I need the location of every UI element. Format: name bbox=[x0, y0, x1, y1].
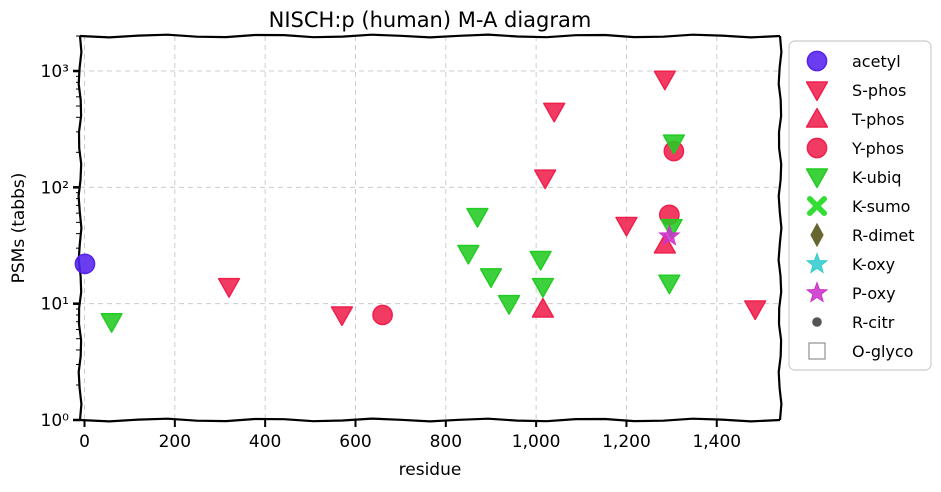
y-tick-label: 10⁰ bbox=[41, 411, 70, 431]
data-point-s-phos bbox=[744, 300, 767, 321]
x-axis-ticks: 0 200 400 600 800 1,000 1,200 1,400 bbox=[79, 420, 741, 452]
legend-label: S-phos bbox=[852, 81, 906, 100]
y-tick-label: 10¹ bbox=[41, 295, 69, 315]
legend-marker bbox=[805, 252, 829, 274]
x-tick-label: 400 bbox=[249, 432, 281, 452]
x-tick-label: 1,400 bbox=[692, 432, 741, 452]
legend-marker bbox=[812, 317, 822, 327]
legend: acetyl S-phos T-phos Y-phos K-ubiq K-sumo R-di… bbox=[788, 40, 932, 371]
legend-marker bbox=[806, 50, 828, 72]
x-tick-label: 800 bbox=[430, 432, 462, 452]
plot-frame-edge bbox=[777, 35, 783, 421]
data-point-acetyl bbox=[74, 253, 96, 275]
legend-marker bbox=[808, 342, 826, 360]
legend-label: K-ubiq bbox=[852, 168, 901, 187]
data-points bbox=[74, 70, 767, 333]
data-point-s-phos bbox=[615, 216, 638, 237]
legend-label: R-citr bbox=[852, 313, 895, 332]
data-point-k-ubiq bbox=[660, 218, 683, 239]
legend-label: O-glyco bbox=[852, 342, 913, 361]
x-tick-label: 200 bbox=[159, 432, 191, 452]
legend-label: P-oxy bbox=[852, 284, 896, 303]
data-point-s-phos bbox=[330, 306, 354, 327]
legend-label: K-sumo bbox=[852, 197, 910, 216]
data-point-p-oxy bbox=[658, 224, 681, 246]
data-point-y-phos bbox=[372, 304, 393, 326]
data-point-k-ubiq bbox=[457, 244, 480, 265]
grid-layer bbox=[80, 36, 780, 420]
legend-label: T-phos bbox=[851, 110, 905, 129]
data-point-s-phos bbox=[217, 277, 241, 298]
data-point-k-ubiq bbox=[531, 277, 555, 298]
data-point-k-ubiq bbox=[100, 312, 123, 333]
data-point-k-ubiq bbox=[497, 294, 521, 315]
legend-marker bbox=[806, 137, 828, 159]
data-point-t-phos bbox=[531, 297, 555, 318]
legend-label: Y-phos bbox=[851, 139, 904, 158]
legend-label: acetyl bbox=[852, 52, 901, 71]
y-tick-label: 10² bbox=[41, 178, 69, 198]
x-axis-label: residue bbox=[399, 460, 462, 480]
x-tick-label: 1,000 bbox=[512, 432, 561, 452]
data-point-s-phos bbox=[653, 70, 676, 91]
y-axis-label: PSMs (tabbs) bbox=[9, 173, 29, 284]
plot-frame-edge bbox=[79, 33, 781, 39]
x-tick-label: 600 bbox=[339, 432, 371, 452]
chart-title: NISCH:p (human) M-A diagram bbox=[269, 8, 592, 32]
legend-label: R-dimet bbox=[852, 226, 915, 245]
plot-frame bbox=[77, 33, 783, 423]
data-point-s-phos bbox=[543, 102, 566, 123]
y-tick-label: 10³ bbox=[41, 62, 69, 82]
x-tick-label: 0 bbox=[79, 432, 90, 452]
legend-marker bbox=[805, 281, 829, 303]
data-point-s-phos bbox=[534, 169, 557, 190]
legend-marker bbox=[810, 222, 824, 248]
data-point-k-ubiq bbox=[658, 274, 681, 295]
plot-frame-edge bbox=[77, 35, 83, 421]
data-point-k-ubiq bbox=[466, 207, 489, 228]
legend-marker bbox=[805, 107, 829, 128]
data-point-k-ubiq bbox=[529, 250, 552, 271]
data-point-k-ubiq bbox=[479, 268, 503, 289]
x-tick-label: 1,200 bbox=[602, 432, 651, 452]
legend-label: K-oxy bbox=[852, 255, 895, 274]
legend-marker bbox=[805, 168, 829, 189]
legend-marker bbox=[807, 196, 827, 216]
y-axis-ticks: 10⁰ 10¹ 10² 10³ bbox=[41, 35, 80, 431]
data-point-k-ubiq bbox=[662, 134, 686, 155]
legend-marker bbox=[805, 81, 829, 102]
plot-frame-edge bbox=[79, 417, 781, 423]
